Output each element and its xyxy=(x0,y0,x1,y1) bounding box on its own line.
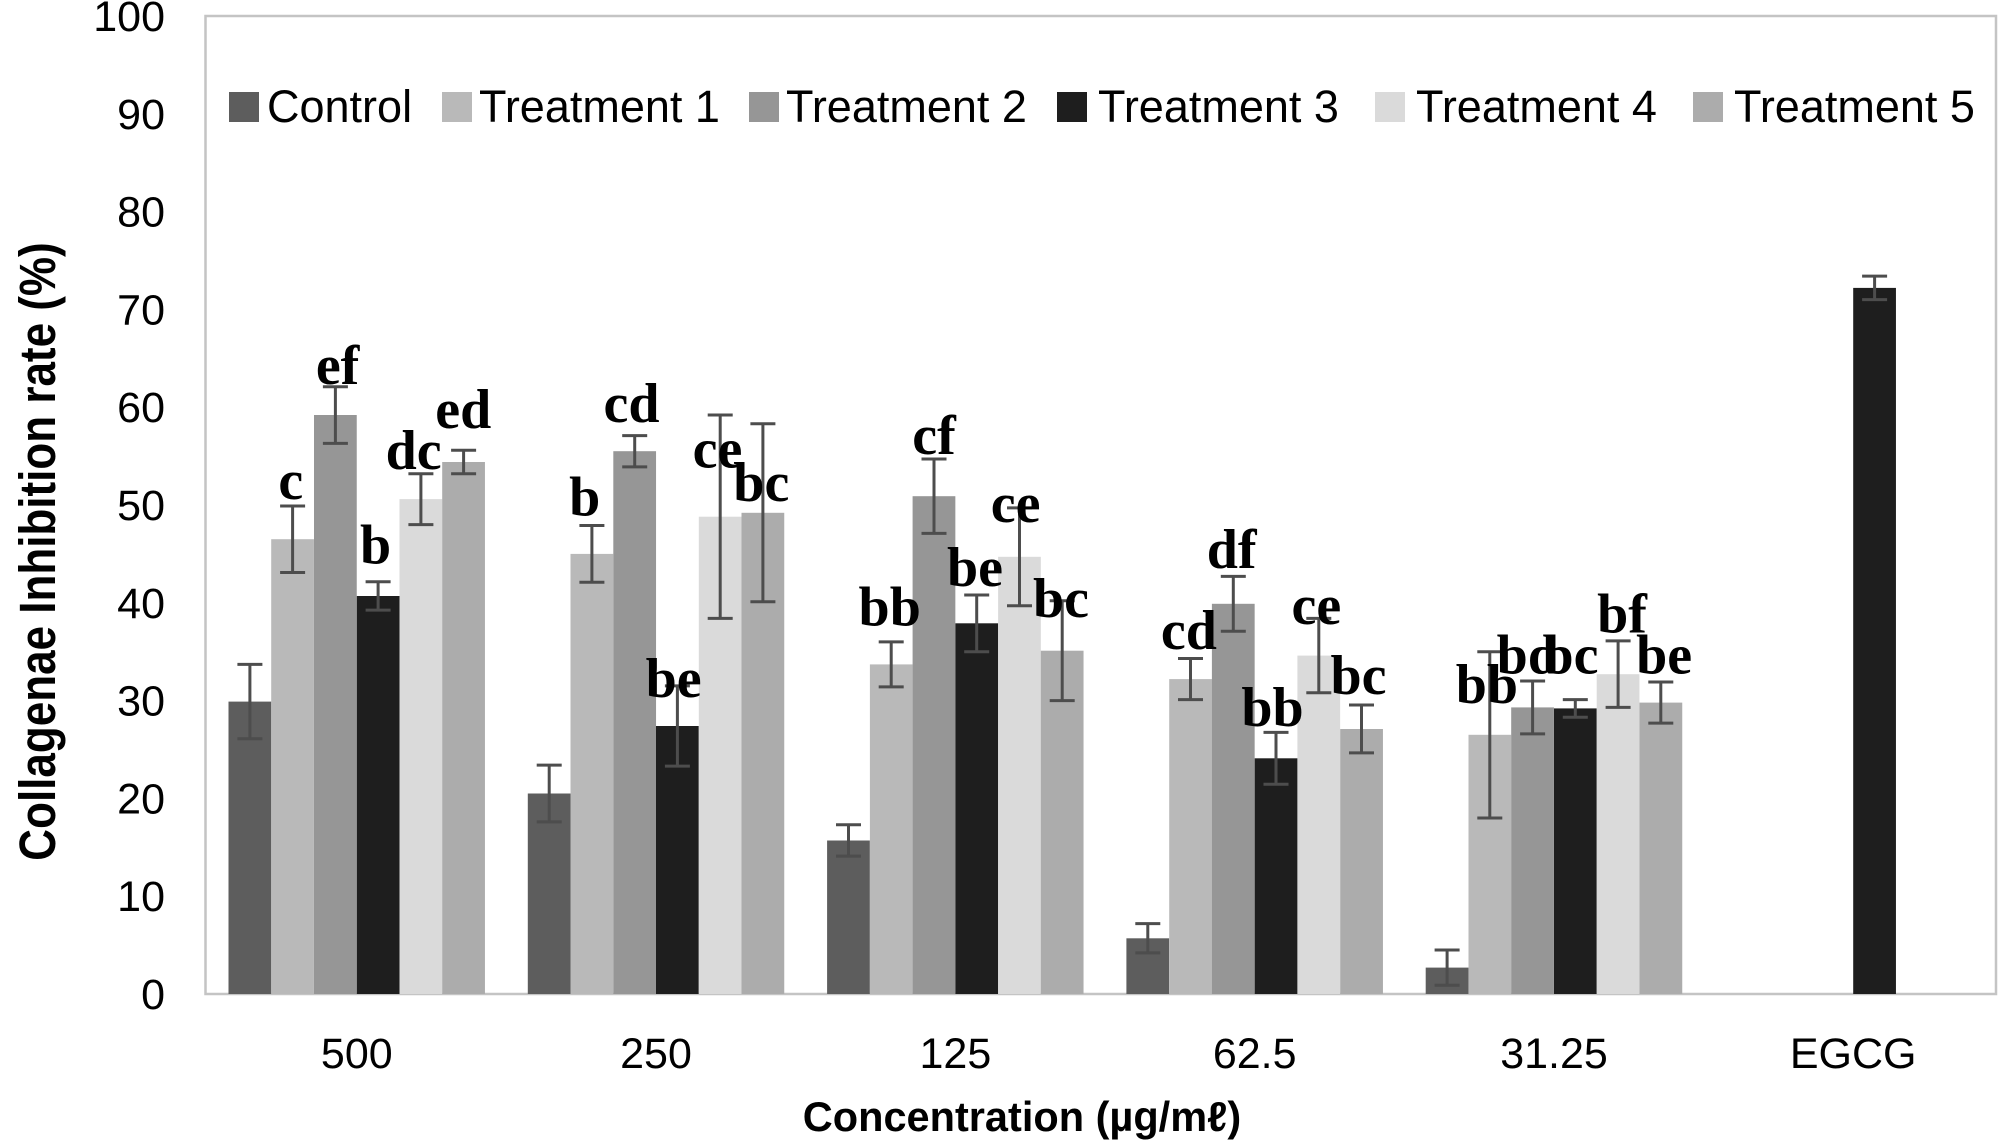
svg-text:ed: ed xyxy=(435,379,491,441)
svg-text:cd: cd xyxy=(1161,600,1217,662)
svg-text:c: c xyxy=(278,450,303,512)
svg-text:60: 60 xyxy=(117,384,165,432)
svg-text:0: 0 xyxy=(141,971,165,1019)
svg-text:31.25: 31.25 xyxy=(1500,1030,1608,1078)
svg-text:be: be xyxy=(947,537,1003,599)
svg-text:100: 100 xyxy=(93,0,165,41)
svg-text:bf: bf xyxy=(1597,584,1648,646)
svg-text:ce: ce xyxy=(991,473,1041,535)
svg-text:bb: bb xyxy=(859,577,921,639)
svg-text:Concentration (µg/mℓ): Concentration (µg/mℓ) xyxy=(803,1093,1241,1140)
svg-text:ef: ef xyxy=(316,335,361,397)
svg-text:50: 50 xyxy=(117,482,165,530)
svg-text:b: b xyxy=(569,467,600,529)
svg-text:ce: ce xyxy=(693,419,743,481)
svg-text:be: be xyxy=(1636,625,1692,687)
svg-text:Control: Control xyxy=(267,81,412,132)
svg-text:125: 125 xyxy=(920,1030,992,1078)
svg-text:Treatment 5: Treatment 5 xyxy=(1734,81,1975,132)
svg-text:Treatment 2: Treatment 2 xyxy=(786,81,1027,132)
svg-text:EGCG: EGCG xyxy=(1790,1030,1917,1078)
svg-text:30: 30 xyxy=(117,678,165,726)
svg-text:bc: bc xyxy=(1033,568,1089,630)
svg-text:80: 80 xyxy=(117,189,165,237)
svg-text:250: 250 xyxy=(620,1030,692,1078)
svg-text:be: be xyxy=(646,648,702,710)
svg-text:90: 90 xyxy=(117,91,165,139)
svg-text:bc: bc xyxy=(1543,625,1599,687)
svg-text:62.5: 62.5 xyxy=(1213,1030,1297,1078)
svg-text:dc: dc xyxy=(386,420,442,482)
svg-text:bb: bb xyxy=(1456,654,1518,716)
svg-text:500: 500 xyxy=(321,1030,393,1078)
svg-text:Treatment 1: Treatment 1 xyxy=(479,81,720,132)
svg-text:df: df xyxy=(1207,519,1258,581)
svg-text:bc: bc xyxy=(733,452,789,514)
svg-text:Treatment 3: Treatment 3 xyxy=(1098,81,1339,132)
svg-text:Treatment 4: Treatment 4 xyxy=(1416,81,1657,132)
svg-text:cf: cf xyxy=(912,405,957,467)
svg-text:40: 40 xyxy=(117,580,165,628)
svg-text:bc: bc xyxy=(1331,645,1387,707)
svg-text:Collagenae Inhibition rate (: Collagenae Inhibition rate (%) xyxy=(10,242,67,860)
svg-text:70: 70 xyxy=(117,286,165,334)
svg-text:bd: bd xyxy=(1497,625,1559,687)
svg-text:20: 20 xyxy=(117,775,165,823)
svg-text:bb: bb xyxy=(1241,677,1303,739)
svg-text:10: 10 xyxy=(117,873,165,921)
svg-text:ce: ce xyxy=(1292,575,1342,637)
svg-text:b: b xyxy=(360,515,391,577)
svg-text:cd: cd xyxy=(604,373,660,435)
